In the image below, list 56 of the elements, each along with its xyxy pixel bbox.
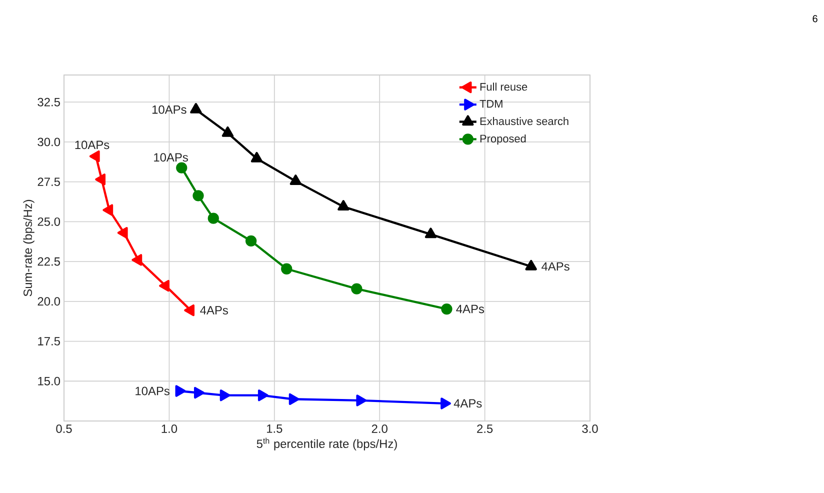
point	[190, 103, 202, 114]
annotation: 10APs	[136, 386, 170, 396]
annotation: 10APs	[75, 140, 110, 150]
y-tick-label: 22.5	[38, 257, 60, 266]
point	[440, 398, 451, 410]
legend-label: Proposed	[480, 134, 526, 145]
point	[525, 260, 537, 270]
point	[281, 263, 292, 274]
legend-label: Exhaustive search	[480, 117, 568, 126]
point	[192, 190, 204, 202]
annotation: 10APs	[154, 153, 188, 162]
point	[356, 394, 367, 406]
point	[102, 204, 114, 216]
point	[132, 254, 142, 266]
point	[258, 389, 268, 402]
y-tick-label: 15.0	[38, 376, 60, 386]
point	[176, 162, 188, 174]
y-tick-label: 32.5	[38, 98, 60, 106]
x-tick-label: 3.0	[582, 424, 598, 433]
point	[245, 235, 257, 247]
annotation: 4APs	[542, 262, 570, 271]
annotation: 10APs	[152, 105, 186, 114]
text: 6	[812, 15, 818, 22]
point	[184, 304, 195, 316]
point	[194, 386, 204, 399]
y-tick-label: 25.0	[38, 217, 60, 226]
x-tick-label: 2.5	[477, 424, 493, 433]
point	[89, 150, 100, 162]
x-axis-title: 5$^{th}$ percentile rate (bps/Hz)	[256, 438, 397, 450]
y-tick-label: 20.0	[38, 297, 60, 306]
point	[117, 226, 128, 239]
legend-label: Full reuse	[480, 82, 528, 91]
x-tick-label: 1.0	[162, 424, 178, 433]
y-tick-label: 17.5	[38, 337, 60, 346]
point	[290, 174, 302, 186]
point	[351, 283, 362, 294]
point	[441, 303, 452, 315]
point	[95, 174, 106, 186]
point	[208, 212, 219, 224]
y-tick-label: 27.5	[38, 178, 60, 186]
point	[222, 126, 234, 137]
x-tick-label: 1.5	[267, 424, 282, 433]
point	[250, 152, 263, 162]
annotation: 4APs	[200, 306, 228, 314]
point	[159, 280, 170, 292]
x-tick-label: 0.5	[56, 424, 72, 433]
point	[338, 200, 350, 211]
x-tick-label: 2.0	[372, 424, 388, 433]
legend-label: TDM	[480, 100, 502, 108]
annotation: 4APs	[454, 399, 482, 408]
y-axis-title: Sum-rate (bps/Hz)	[23, 200, 34, 296]
annotation: 4APs	[456, 304, 484, 314]
point	[424, 228, 437, 238]
point	[288, 393, 300, 405]
y-tick-label: 30.0	[38, 138, 60, 146]
point	[220, 389, 230, 402]
